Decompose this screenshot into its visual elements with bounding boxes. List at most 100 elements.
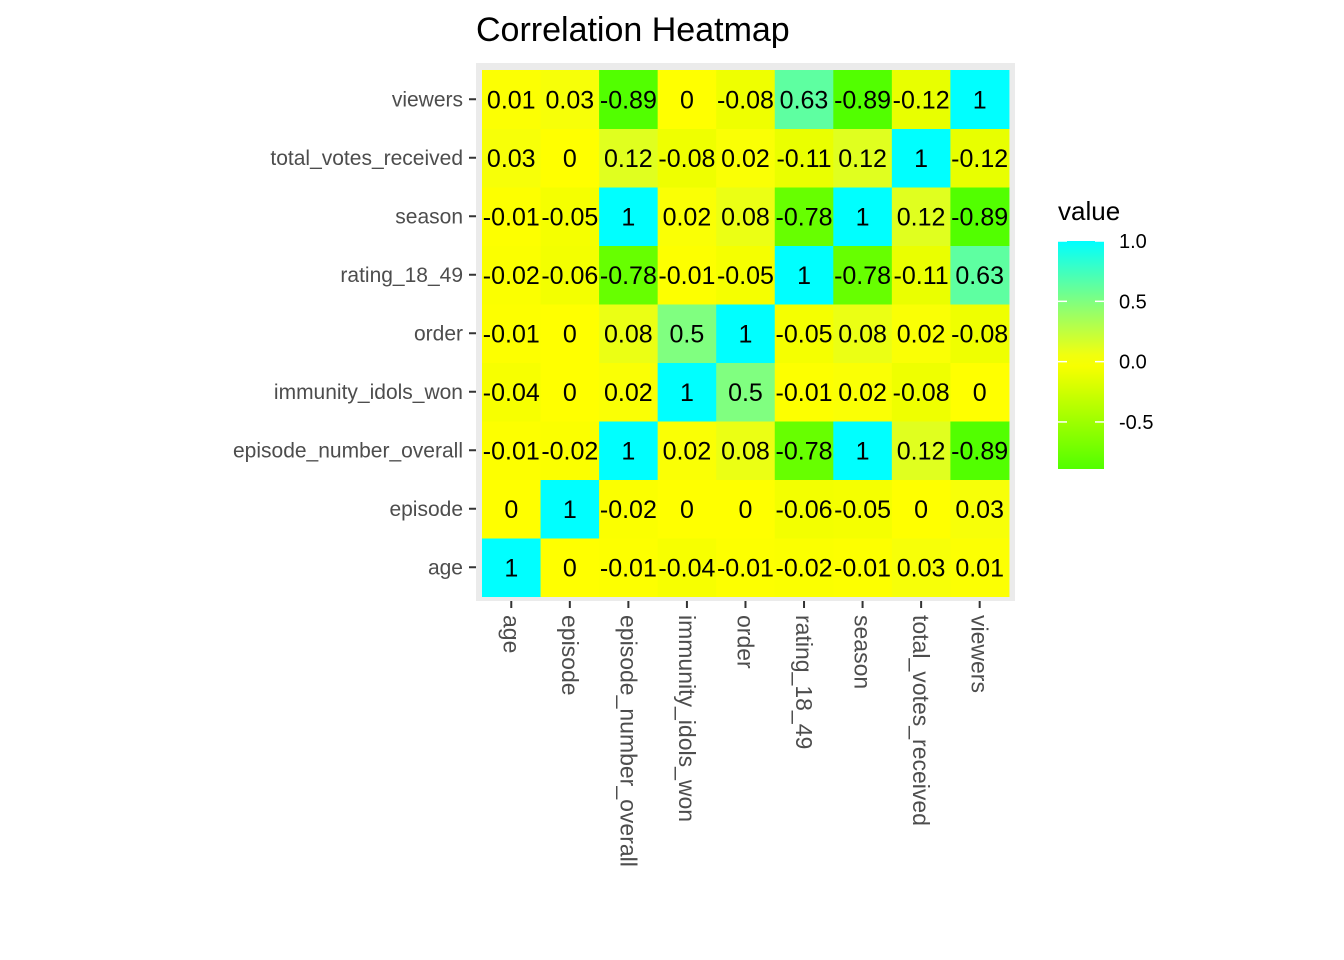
cell-value-label: -0.89 bbox=[600, 86, 657, 114]
heatmap-cell bbox=[657, 128, 717, 188]
heatmap-cell bbox=[540, 128, 600, 188]
heatmap-cell bbox=[833, 128, 893, 188]
heatmap-cell bbox=[716, 479, 776, 539]
cell-value-label: 0.02 bbox=[663, 203, 712, 231]
cell-value-label: 0 bbox=[914, 496, 928, 524]
cell-value-label: 1 bbox=[504, 554, 518, 582]
heatmap-cell bbox=[599, 187, 659, 246]
heatmap-cell bbox=[599, 304, 659, 363]
heatmap-cell bbox=[657, 479, 717, 539]
y-tick-label: season bbox=[395, 205, 463, 228]
cell-value-label: 0 bbox=[680, 496, 694, 524]
heatmap-cell bbox=[833, 421, 893, 480]
cell-value-label: -0.08 bbox=[658, 145, 715, 173]
heatmap-cell bbox=[950, 128, 1010, 188]
heatmap-cell bbox=[482, 538, 542, 597]
cell-value-label: -0.12 bbox=[893, 86, 950, 114]
cell-value-label: -0.02 bbox=[600, 496, 657, 524]
cell-value-label: -0.11 bbox=[894, 262, 949, 290]
cell-value-label: -0.02 bbox=[483, 262, 540, 290]
heatmap-cell bbox=[950, 304, 1010, 363]
cell-value-label: 1 bbox=[739, 320, 753, 348]
x-tick-label: viewers bbox=[967, 615, 993, 693]
heatmap-cell bbox=[891, 362, 951, 422]
heatmap-cell bbox=[774, 245, 834, 305]
x-tick-label: age bbox=[498, 615, 524, 653]
cell-value-label: 1 bbox=[973, 86, 987, 114]
cell-value-label: 0 bbox=[563, 379, 577, 407]
x-tick-label: total_votes_received bbox=[908, 615, 934, 826]
y-tick-label: order bbox=[414, 322, 463, 345]
heatmap-cell bbox=[891, 304, 951, 363]
color-legend: value 1.0 0.5 0.0 -0.5 bbox=[1058, 196, 1153, 469]
heatmap-cell bbox=[950, 70, 1010, 129]
cell-value-label: 0.5 bbox=[728, 379, 763, 407]
y-tick-label: age bbox=[428, 556, 463, 579]
cell-value-label: -0.01 bbox=[834, 554, 891, 582]
heatmap-cell bbox=[657, 362, 717, 422]
cell-value-label: -0.01 bbox=[483, 437, 540, 465]
legend-tick-label: 1.0 bbox=[1119, 231, 1147, 253]
cell-value-label: -0.01 bbox=[717, 554, 774, 582]
cell-value-label: -0.04 bbox=[483, 379, 540, 407]
cell-value-label: 0.02 bbox=[663, 437, 712, 465]
heatmap-cell bbox=[774, 304, 834, 363]
heatmap-cell bbox=[716, 245, 776, 305]
cell-value-label: 0.63 bbox=[780, 86, 829, 114]
heatmap-cell bbox=[950, 245, 1010, 305]
cell-value-label: -0.02 bbox=[541, 437, 598, 465]
heatmap-cell bbox=[599, 245, 659, 305]
heatmap-cell bbox=[833, 245, 893, 305]
heatmap-cell bbox=[950, 362, 1010, 422]
heatmap-cell bbox=[716, 421, 776, 480]
x-tick-label: episode_number_overall bbox=[615, 615, 641, 867]
y-axis: age episode episode_number_overall immunity… bbox=[233, 88, 476, 579]
heatmap-cell bbox=[774, 362, 834, 422]
heatmap-cell bbox=[716, 70, 776, 129]
cell-value-label: -0.01 bbox=[776, 379, 833, 407]
heatmap-cell bbox=[833, 479, 893, 539]
cell-value-label: 1 bbox=[914, 145, 928, 173]
cell-value-label: 0 bbox=[563, 145, 577, 173]
cell-value-label: 1 bbox=[856, 437, 870, 465]
cell-value-label: 0 bbox=[504, 496, 518, 524]
cell-value-label: 0 bbox=[563, 320, 577, 348]
heatmap-cell bbox=[716, 538, 776, 597]
cell-value-label: 0.02 bbox=[721, 145, 770, 173]
cell-value-label: -0.06 bbox=[541, 262, 598, 290]
cell-value-label: -0.01 bbox=[600, 554, 657, 582]
cell-value-label: 0.03 bbox=[897, 554, 946, 582]
heatmap-cell bbox=[774, 70, 834, 129]
cell-value-label: 1 bbox=[797, 262, 811, 290]
cell-value-label: 0.12 bbox=[897, 437, 946, 465]
cell-value-label: 0.01 bbox=[487, 86, 536, 114]
heatmap-cell bbox=[891, 421, 951, 480]
cell-value-label: -0.89 bbox=[951, 203, 1008, 231]
cell-value-label: -0.05 bbox=[541, 203, 598, 231]
heatmap-cell bbox=[774, 538, 834, 597]
heatmap-cell bbox=[891, 128, 951, 188]
cell-value-label: -0.11 bbox=[776, 145, 831, 173]
heatmap-cell bbox=[891, 538, 951, 597]
heatmap-cell bbox=[657, 304, 717, 363]
cell-value-label: 0.08 bbox=[721, 203, 770, 231]
heatmap-cell bbox=[774, 421, 834, 480]
heatmap-cell bbox=[540, 245, 600, 305]
cell-value-label: -0.78 bbox=[834, 262, 891, 290]
cell-value-label: 0.12 bbox=[897, 203, 946, 231]
heatmap-cells bbox=[482, 70, 1010, 597]
x-tick-label: episode bbox=[557, 615, 583, 696]
cell-value-label: -0.02 bbox=[776, 554, 833, 582]
heatmap-cell bbox=[482, 187, 542, 246]
x-tick-label: order bbox=[732, 615, 758, 669]
chart-title: Correlation Heatmap bbox=[476, 11, 790, 49]
cell-value-label: -0.78 bbox=[776, 203, 833, 231]
cell-value-label: -0.05 bbox=[776, 320, 833, 348]
cell-value-label: -0.05 bbox=[717, 262, 774, 290]
heatmap-cell bbox=[599, 421, 659, 480]
heatmap-cell bbox=[482, 479, 542, 539]
cell-value-label: 1 bbox=[680, 379, 694, 407]
heatmap-cell bbox=[833, 538, 893, 597]
heatmap-cell bbox=[774, 187, 834, 246]
cell-value-label: -0.05 bbox=[834, 496, 891, 524]
